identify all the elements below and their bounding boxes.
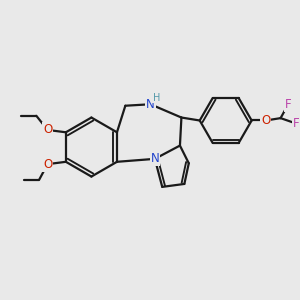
Text: O: O: [43, 123, 52, 136]
Text: F: F: [292, 117, 299, 130]
Text: O: O: [43, 158, 52, 171]
Text: N: N: [146, 98, 155, 111]
Text: O: O: [261, 114, 270, 127]
Text: N: N: [151, 152, 159, 165]
Text: H: H: [153, 93, 160, 103]
Text: F: F: [285, 98, 291, 111]
